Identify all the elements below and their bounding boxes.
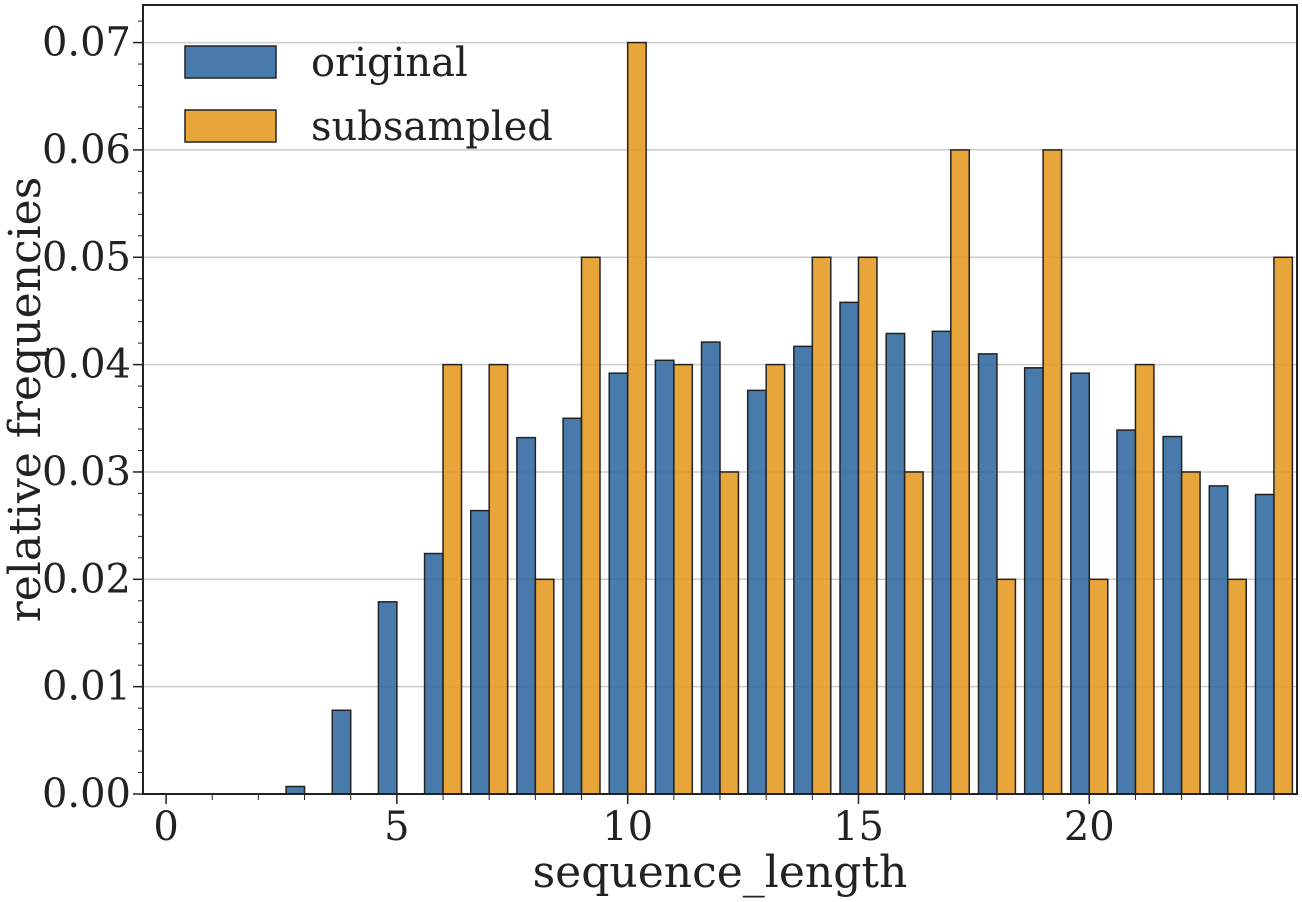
bar-original-16 bbox=[885, 332, 906, 795]
bar-subsampled-14 bbox=[811, 256, 832, 795]
bars bbox=[285, 41, 1294, 795]
bar-original-24 bbox=[1254, 493, 1275, 795]
legend-swatch-original bbox=[184, 45, 277, 79]
bar-subsampled-22 bbox=[1180, 471, 1201, 795]
bar-original-19 bbox=[1023, 367, 1044, 795]
bar-subsampled-17 bbox=[950, 149, 971, 795]
y-axis-label: relative frequencies bbox=[0, 177, 51, 623]
bar-subsampled-15 bbox=[857, 256, 878, 795]
bar-original-9 bbox=[562, 417, 583, 795]
bar-subsampled-23 bbox=[1227, 578, 1247, 795]
bar-original-10 bbox=[608, 372, 629, 795]
bar-subsampled-8 bbox=[534, 578, 555, 795]
y-tick-label: 0.02 bbox=[42, 556, 131, 602]
bar-original-8 bbox=[516, 436, 537, 795]
bar-subsampled-19 bbox=[1042, 149, 1063, 795]
x-tick-label: 0 bbox=[153, 804, 178, 850]
legend-label-subsampled: subsampled bbox=[311, 104, 553, 150]
y-tick-label: 0.05 bbox=[42, 234, 131, 280]
y-tick-label: 0.04 bbox=[42, 342, 131, 388]
bar-original-17 bbox=[931, 330, 952, 795]
bar-subsampled-20 bbox=[1088, 578, 1109, 795]
legend-label-original: original bbox=[311, 40, 468, 86]
bar-original-3 bbox=[285, 785, 306, 795]
y-tick-label: 0.06 bbox=[42, 127, 131, 173]
bar-original-23 bbox=[1208, 485, 1229, 795]
bar-subsampled-9 bbox=[580, 256, 601, 795]
bar-original-15 bbox=[839, 301, 860, 795]
bar-subsampled-10 bbox=[626, 41, 647, 795]
bar-subsampled-18 bbox=[996, 578, 1017, 795]
legend-swatch-subsampled bbox=[184, 109, 277, 143]
bar-original-5 bbox=[377, 601, 398, 795]
bar-subsampled-7 bbox=[488, 363, 509, 795]
legend: original subsampled bbox=[184, 40, 553, 150]
bar-original-20 bbox=[1070, 372, 1091, 795]
bar-original-6 bbox=[423, 552, 444, 795]
y-tick-label: 0.03 bbox=[42, 449, 131, 495]
bar-subsampled-16 bbox=[903, 471, 924, 795]
ticks bbox=[133, 20, 1275, 804]
bar-original-14 bbox=[793, 345, 814, 795]
bar-subsampled-12 bbox=[719, 471, 740, 795]
y-tick-label: 0.01 bbox=[42, 664, 131, 710]
y-tick-label: 0.07 bbox=[42, 20, 131, 66]
bar-subsampled-13 bbox=[765, 363, 786, 795]
x-tick-label: 15 bbox=[833, 804, 884, 850]
bar-original-22 bbox=[1162, 435, 1183, 795]
x-tick-label: 10 bbox=[602, 804, 653, 850]
bar-original-18 bbox=[977, 353, 998, 795]
bar-subsampled-24 bbox=[1273, 256, 1294, 795]
x-tick-label: 5 bbox=[384, 804, 409, 850]
bar-subsampled-21 bbox=[1134, 363, 1155, 795]
x-tick-label: 20 bbox=[1064, 804, 1115, 850]
bar-original-4 bbox=[331, 709, 352, 795]
bar-original-11 bbox=[654, 359, 675, 795]
bar-subsampled-11 bbox=[673, 363, 694, 795]
x-axis-label: sequence_length bbox=[533, 847, 908, 898]
bar-subsampled-6 bbox=[442, 363, 463, 795]
bar-original-7 bbox=[469, 509, 490, 795]
bar-original-13 bbox=[746, 389, 767, 795]
bar-original-12 bbox=[700, 341, 721, 795]
bar-original-21 bbox=[1116, 429, 1137, 795]
tick-labels: 0.00 0.01 0.02 0.03 0.04 0.05 0.06 0.07 0 5 10 15 20 bbox=[42, 20, 1115, 850]
y-tick-label: 0.00 bbox=[42, 771, 131, 817]
